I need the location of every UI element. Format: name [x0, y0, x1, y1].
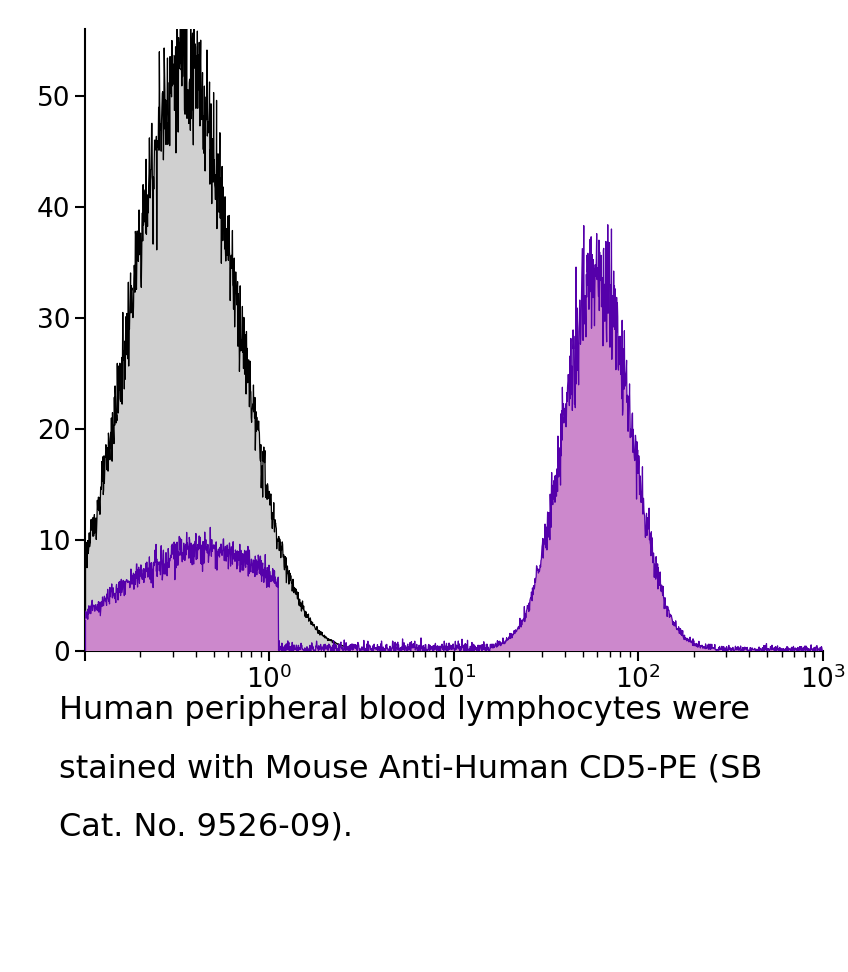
- Text: Cat. No. 9526-09).: Cat. No. 9526-09).: [59, 812, 354, 843]
- Text: stained with Mouse Anti-Human CD5-PE (SB: stained with Mouse Anti-Human CD5-PE (SB: [59, 753, 762, 784]
- Text: Human peripheral blood lymphocytes were: Human peripheral blood lymphocytes were: [59, 695, 750, 726]
